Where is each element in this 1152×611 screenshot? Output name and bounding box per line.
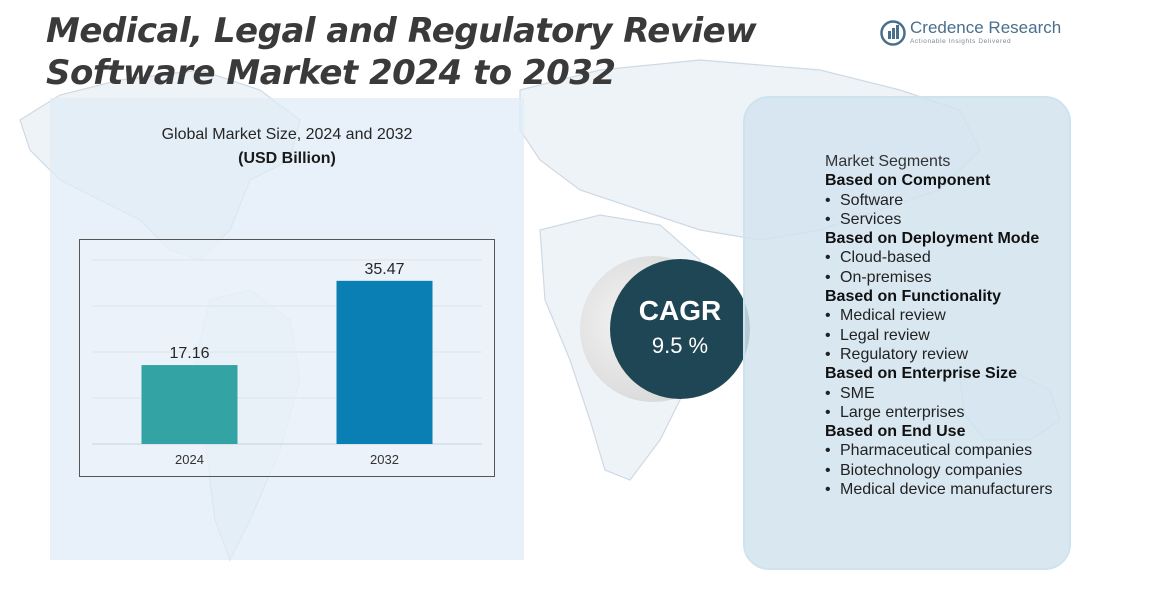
logo-tagline: Actionable Insights Delivered [910,38,1012,45]
segment-item: • Legal review [825,326,1075,345]
segment-item: • Cloud-based [825,248,1075,267]
segment-item: • On-premises [825,268,1075,287]
segment-item-label: Services [840,210,902,228]
chart-title: Global Market Size, 2024 and 2032 [161,126,413,143]
cagr-value: 9.5 % [651,333,709,358]
bullet-icon: • [825,191,831,209]
segment-group-title: Based on End Use [825,423,966,441]
bullet-icon: • [825,307,831,325]
segment-item-label: SME [840,384,875,402]
segment-group-title: Based on Component [825,172,991,190]
segment-item: • Medical device manufacturers [825,480,1075,499]
segment-item-label: Cloud-based [840,249,931,267]
chart-frame: 17.16 2024 35.47 2032 [79,239,495,477]
bullet-icon: • [825,461,831,479]
segment-item-label: Legal review [840,326,930,344]
bar-2024 [141,365,238,444]
bar-chart: 17.16 2024 35.47 2032 [92,259,482,467]
segment-item-label: Large enterprises [840,403,965,421]
market-size-chart-panel: Global Market Size, 2024 and 2032 (USD B… [50,98,524,560]
chart-unit: (USD Billion) [238,150,336,167]
segment-item: • Software [825,191,1075,210]
logo-mark-icon [880,20,906,46]
bullet-icon: • [825,249,831,267]
segment-item: • Regulatory review [825,345,1075,364]
page-title: Medical, Legal and Regulatory Review Sof… [46,11,757,93]
cagr-label: CAGR [638,295,722,326]
segment-item: • Services [825,210,1075,229]
bullet-icon: • [825,210,831,228]
segment-item-label: Medical review [840,307,946,325]
bar-value-label: 17.16 [169,345,209,362]
segment-item-label: Medical device manufacturers [840,481,1053,499]
market-segments-panel: Market Segments Based on Component • Softw… [743,96,1071,570]
segment-list: Market Segments Based on Component • Softw… [825,152,1075,499]
bullet-icon: • [825,268,831,286]
segment-item: • SME [825,384,1075,403]
segment-item-label: Pharmaceutical companies [840,442,1033,460]
segment-group-title: Based on Deployment Mode [825,230,1040,248]
segment-item-label: Software [840,191,904,209]
x-tick-label: 2024 [175,452,204,467]
bullet-icon: • [825,481,831,499]
x-tick-label: 2032 [370,452,399,467]
segment-item-label: Biotechnology companies [840,461,1023,479]
logo-name: Credence Research [910,18,1062,37]
segment-item: • Large enterprises [825,403,1075,422]
segment-item: • Pharmaceutical companies [825,441,1075,460]
bullet-icon: • [825,403,831,421]
bullet-icon: • [825,345,831,363]
segments-heading: Market Segments [825,153,951,170]
bar-2032 [336,280,433,444]
cagr-badge: CAGR 9.5 % [610,259,750,399]
segment-group-title: Based on Functionality [825,288,1002,306]
bullet-icon: • [825,326,831,344]
segment-item: • Biotechnology companies [825,461,1075,480]
segment-group-title: Based on Enterprise Size [825,365,1018,383]
bullet-icon: • [825,384,831,402]
segment-item-label: On-premises [840,268,932,286]
bar-value-label: 35.47 [364,261,404,278]
segment-item-label: Regulatory review [840,345,969,363]
credence-research-logo: Credence Research Actionable Insights De… [880,18,1062,48]
segment-item: • Medical review [825,306,1075,325]
bullet-icon: • [825,442,831,460]
